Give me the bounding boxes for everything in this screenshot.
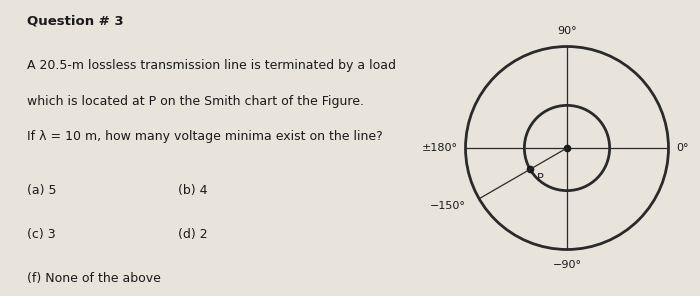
Text: which is located at P on the Smith chart of the Figure.: which is located at P on the Smith chart…	[27, 95, 364, 108]
Text: 90°: 90°	[557, 26, 577, 36]
Text: −90°: −90°	[552, 260, 582, 270]
Text: (c) 3: (c) 3	[27, 228, 56, 241]
Text: Question # 3: Question # 3	[27, 15, 124, 28]
Text: −150°: −150°	[430, 201, 466, 211]
Text: ±180°: ±180°	[421, 143, 457, 153]
Text: 0°: 0°	[677, 143, 689, 153]
Text: P: P	[537, 173, 544, 183]
Text: (b) 4: (b) 4	[178, 184, 207, 197]
Text: A 20.5-m lossless transmission line is terminated by a load: A 20.5-m lossless transmission line is t…	[27, 59, 396, 72]
Text: (f) None of the above: (f) None of the above	[27, 272, 161, 285]
Text: If λ = 10 m, how many voltage minima exist on the line?: If λ = 10 m, how many voltage minima exi…	[27, 130, 383, 143]
Text: (d) 2: (d) 2	[178, 228, 207, 241]
Text: (a) 5: (a) 5	[27, 184, 57, 197]
